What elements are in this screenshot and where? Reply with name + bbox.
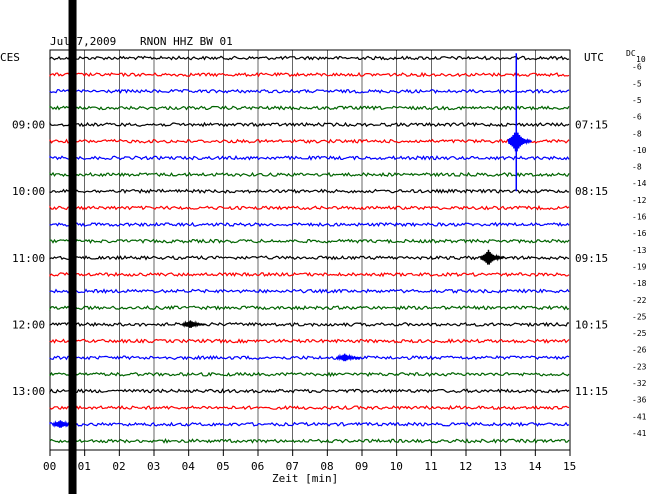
dc-offset-label: -18 [632,279,647,288]
dc-offset-label: -16 [632,213,647,222]
seismic-trace [49,188,569,194]
right-time-label: 09:15 [575,252,608,265]
left-timezone-label: CES [0,51,20,64]
left-time-label: 11:00 [12,252,45,265]
x-axis: 00 01 02 03 04 05 06 07 08 09 10 11 12 13 14 15 [43,450,576,473]
date-label: Jul 7,2009 [50,35,116,48]
dc-offset-label: -41 [632,429,647,438]
seismic-trace [49,321,569,328]
seismic-trace [49,438,570,444]
dc-offset-label: -5 [632,96,642,105]
dc-offset-label: -16 [632,229,647,238]
dc-offset-labels: -6 -5 -5 -6 -8 -10 -8 -14 -12 -16 -16 -13 -19 -18 -22 -… [632,63,647,438]
seismic-trace [49,338,570,344]
dc-offset-label: -41 [632,412,647,421]
plot-frame [49,49,571,451]
dc-offset-label: -22 [632,296,647,305]
dc-offset-label: -6 [632,113,642,122]
seismic-trace [49,155,570,161]
seismic-event [479,249,505,265]
x-tick-label: 12 [459,460,472,473]
seismic-trace [49,171,570,178]
seismic-trace [49,271,570,278]
dc-offset-label: -25 [632,329,647,338]
dc-label: DC [626,49,636,58]
seismic-trace [49,88,570,94]
seismic-trace [49,238,570,244]
dc-offset-label: -36 [632,396,647,405]
right-timezone-label: UTC [584,51,604,64]
seismic-trace [49,55,570,61]
x-tick-label: 15 [563,460,576,473]
x-tick-label: 01 [78,460,91,473]
left-time-label: 09:00 [12,119,45,132]
x-tick-label: 03 [147,460,160,473]
x-tick-label: 09 [355,460,368,473]
time-labels: 09:00 10:00 11:00 12:00 13:00 07:15 08:15 09:15… [12,119,608,398]
dc-offset-label: -13 [632,246,647,255]
right-time-label: 07:15 [575,119,608,132]
left-time-label: 12:00 [12,318,45,331]
x-axis-title: Zeit [min] [272,472,338,485]
time-marker-bar [68,0,77,494]
x-tick-label: 00 [43,460,56,473]
seismic-trace [49,105,570,111]
seismic-event [336,353,361,362]
dc-offset-label: -14 [632,179,647,188]
seismic-trace [49,354,570,361]
seismic-trace [49,221,570,228]
dc-offset-label: -8 [632,163,642,172]
seismic-trace [49,121,570,128]
dc-offset-label: -8 [632,129,642,138]
seismic-trace [49,71,570,78]
seismic-trace [49,205,570,211]
dc-offset-label: -32 [632,379,647,388]
right-time-label: 08:15 [575,185,608,198]
dc-sub-label: 10 [636,55,646,64]
x-tick-label: 05 [216,460,229,473]
seismic-trace [49,138,570,144]
seismic-event [181,320,206,328]
dc-offset-label: -25 [632,312,647,321]
seismic-event [507,129,533,152]
x-tick-label: 02 [112,460,125,473]
left-time-label: 13:00 [12,385,45,398]
x-tick-label: 06 [251,460,264,473]
seismic-trace [49,404,570,411]
dc-offset-label: -6 [632,63,642,72]
trace-group [49,55,570,444]
x-tick-label: 10 [390,460,403,473]
dc-offset-label: -26 [632,346,647,355]
x-tick-label: 11 [424,460,437,473]
seismic-trace [49,388,570,394]
x-tick-label: 07 [286,460,299,473]
event-group [51,0,533,494]
dc-offset-label: -5 [632,79,642,88]
seismic-trace [49,288,570,294]
x-tick-label: 08 [320,460,333,473]
x-tick-label: 14 [528,460,542,473]
left-time-label: 10:00 [12,185,45,198]
seismic-trace [49,305,570,311]
dc-offset-label: -10 [632,146,647,155]
dc-offset-label: -23 [632,362,647,371]
plot-grid [49,49,571,451]
dc-offset-label: -19 [632,262,647,271]
x-tick-label: 04 [182,460,196,473]
station-label: RNON HHZ BW 01 [140,35,233,48]
right-time-label: 10:15 [575,318,608,331]
x-tick-label: 13 [494,460,507,473]
seismic-trace [49,421,570,428]
dc-offset-label: -12 [632,196,647,205]
seismic-trace [49,371,570,378]
right-time-label: 11:15 [575,385,608,398]
